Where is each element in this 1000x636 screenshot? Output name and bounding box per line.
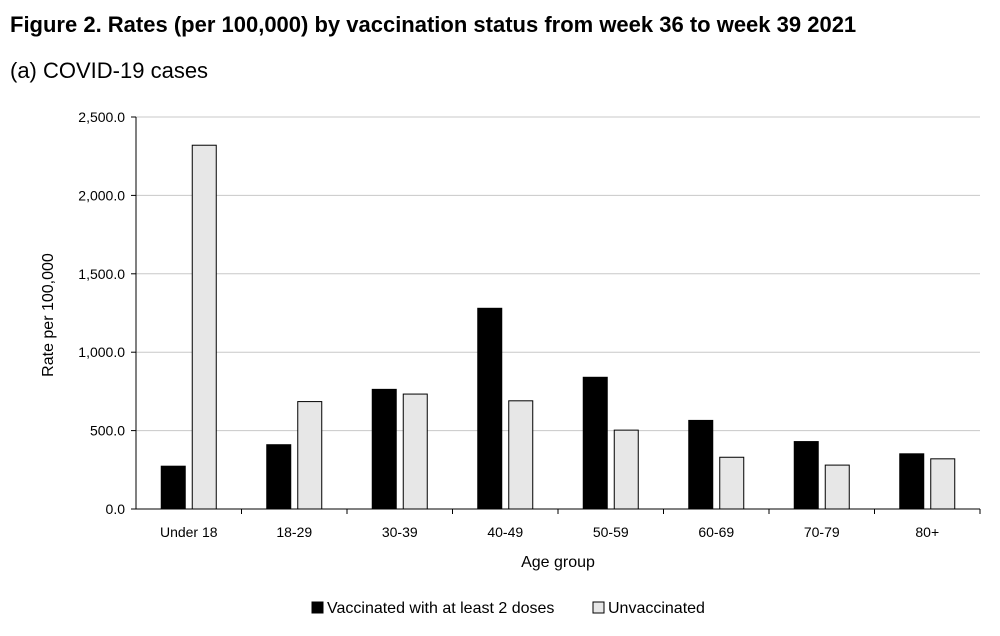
y-tick-label: 1,000.0 [78, 344, 125, 360]
bar [688, 419, 714, 510]
bar [793, 441, 819, 510]
bars [160, 144, 956, 510]
bar [613, 429, 639, 510]
x-tick-label: 60-69 [698, 524, 734, 540]
y-tick-label: 0.0 [106, 501, 126, 517]
gridlines [136, 116, 980, 432]
bar [160, 465, 186, 510]
y-tick-label: 500.0 [90, 423, 125, 439]
x-tick-label: 50-59 [593, 524, 629, 540]
bar [371, 388, 397, 510]
y-axis-title: Rate per 100,000 [40, 253, 57, 377]
x-axis-title: Age group [521, 554, 595, 571]
bar [719, 456, 745, 510]
y-tick-label: 1,500.0 [78, 266, 125, 282]
x-tick-label: 30-39 [382, 524, 418, 540]
x-tick-label: 80+ [915, 524, 939, 540]
bar [191, 144, 217, 510]
axes [131, 116, 981, 514]
bar [477, 307, 503, 510]
bar [582, 376, 608, 510]
legend-swatch [311, 601, 324, 614]
bar [824, 464, 850, 510]
legend-label: Unvaccinated [608, 600, 705, 617]
bar [930, 458, 956, 510]
legend: Vaccinated with at least 2 doses Unvaccin… [311, 600, 705, 617]
x-tick-labels: Under 18 18-29 30-39 40-49 50-59 60-69 70-79 80… [160, 524, 939, 540]
legend-swatch [592, 601, 605, 614]
x-tick-label: 18-29 [276, 524, 312, 540]
bar [297, 401, 323, 510]
figure-title: Figure 2. Rates (per 100,000) by vaccina… [10, 12, 857, 37]
y-tick-label: 2,500.0 [78, 109, 125, 125]
x-tick-label: 40-49 [487, 524, 523, 540]
y-tick-labels: 0.0 500.0 1,000.0 1,500.0 2,000.0 2,500.0 [78, 109, 125, 517]
bar [899, 453, 925, 510]
x-tick-label: Under 18 [160, 524, 218, 540]
x-tick-label: 70-79 [804, 524, 840, 540]
bar [508, 400, 534, 510]
legend-label: Vaccinated with at least 2 doses [327, 600, 554, 617]
bar [402, 393, 428, 510]
bar [266, 444, 292, 510]
y-tick-label: 2,000.0 [78, 187, 125, 203]
figure-subtitle: (a) COVID-19 cases [10, 58, 209, 83]
